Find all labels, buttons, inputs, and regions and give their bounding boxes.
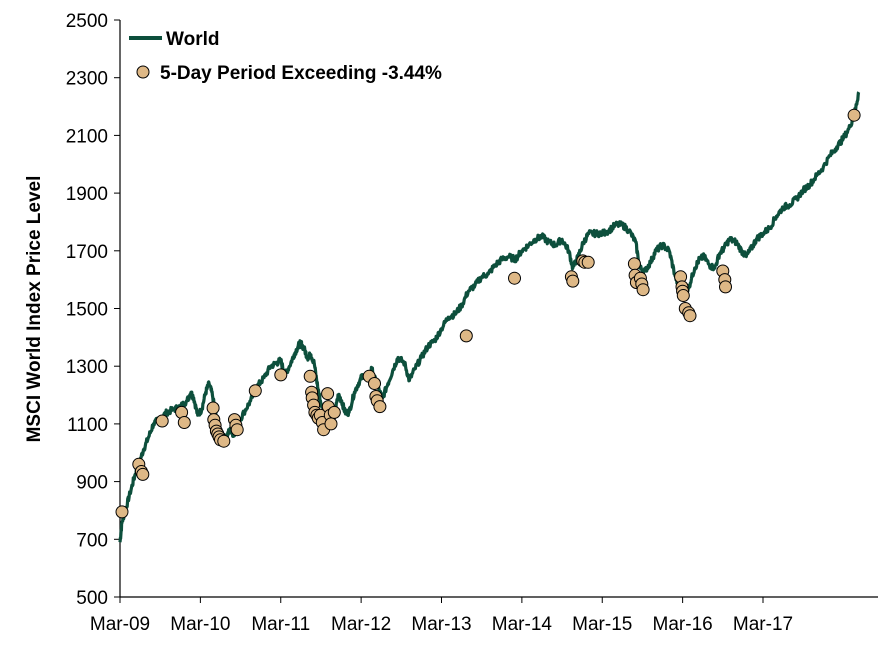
- data-point-5-day-period: [676, 289, 690, 302]
- data-point-5-day-period: [683, 309, 697, 323]
- data-point-5-day-period: [508, 271, 521, 285]
- data-point-5-day-period: [115, 505, 129, 519]
- x-tick-label: Mar-10: [170, 614, 230, 635]
- plot-area: [118, 91, 861, 543]
- data-point-5-day-period: [217, 434, 231, 448]
- y-tick-label: 1500: [66, 300, 108, 321]
- y-tick-label: 1300: [66, 357, 108, 378]
- data-point-5-day-period: [303, 369, 317, 383]
- series-line-world: [118, 91, 861, 543]
- data-point-5-day-period: [177, 416, 191, 429]
- data-point-5-day-period: [373, 400, 387, 414]
- x-tick-label: Mar-11: [251, 614, 310, 635]
- y-tick-label: 900: [76, 473, 108, 494]
- data-point-5-day-period: [627, 257, 641, 271]
- data-point-5-day-period: [206, 401, 220, 415]
- x-axis: Mar-09 Mar-10 Mar-11 Mar-12 Mar-13 Mar-14 Mar-…: [90, 596, 878, 635]
- data-point-5-day-period: [719, 280, 732, 294]
- data-point-5-day-period: [155, 414, 169, 428]
- legend-marker-swatch: [136, 65, 150, 79]
- marker-layer: [115, 108, 861, 519]
- y-tick-label: 1900: [66, 184, 108, 205]
- x-tick-label: Mar-09: [90, 614, 150, 635]
- legend: World 5-Day Period Exceeding -3.44%: [129, 29, 442, 84]
- data-point-5-day-period: [136, 467, 150, 481]
- data-point-5-day-period: [581, 255, 595, 269]
- x-tick-label: Mar-13: [411, 614, 471, 635]
- data-point-5-day-period: [321, 387, 335, 401]
- x-tick-label: Mar-16: [653, 614, 713, 635]
- x-tick-label: Mar-14: [492, 614, 553, 635]
- x-tick-label: Mar-15: [572, 614, 632, 635]
- x-tick-label: Mar-17: [733, 614, 793, 635]
- y-tick-label: 2100: [66, 126, 108, 147]
- data-point-5-day-period: [324, 417, 338, 431]
- data-point-5-day-period: [248, 384, 262, 398]
- legend-label-5-day-period: 5-Day Period Exceeding -3.44%: [160, 63, 442, 84]
- y-tick-label: 1100: [67, 415, 108, 436]
- data-point-5-day-period: [459, 329, 473, 343]
- data-point-5-day-period: [327, 405, 341, 419]
- legend-label-world: World: [166, 29, 219, 50]
- y-axis-title: MSCI World Index Price Level: [24, 176, 45, 443]
- y-tick-label: 2300: [66, 69, 108, 90]
- data-point-5-day-period: [566, 274, 580, 288]
- data-point-5-day-period: [274, 368, 288, 382]
- y-axis: 500 700 900 1100 1300 1500 1700 1900 2100 2300 250…: [66, 11, 121, 609]
- x-tick-label: Mar-12: [331, 614, 391, 635]
- data-point-5-day-period: [368, 377, 381, 390]
- data-point-5-day-period: [636, 283, 650, 297]
- data-point-5-day-period: [230, 423, 244, 437]
- y-tick-label: 1700: [66, 242, 108, 263]
- y-tick-label: 700: [76, 530, 108, 551]
- data-point-5-day-period: [847, 108, 861, 122]
- y-tick-label: 2500: [66, 11, 108, 32]
- y-tick-label: 500: [76, 588, 108, 609]
